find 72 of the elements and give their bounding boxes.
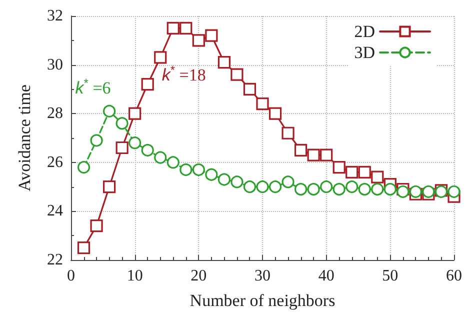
point [230, 176, 244, 188]
point [332, 182, 346, 196]
point [294, 144, 308, 156]
point [409, 185, 422, 198]
y-tick-label: 32 [47, 8, 63, 24]
point [346, 180, 358, 194]
point [448, 185, 460, 198]
x-tick-label: 50 [382, 268, 398, 284]
point [307, 182, 320, 196]
point [154, 51, 167, 64]
point [128, 136, 142, 150]
point [192, 163, 205, 176]
x-tick-label: 10 [126, 268, 143, 284]
point [396, 185, 410, 198]
y-tick-label: 28 [47, 105, 63, 122]
point [243, 82, 256, 96]
point [103, 104, 116, 118]
point [358, 166, 371, 178]
x-tick-label: 60 [446, 268, 462, 284]
point [116, 117, 128, 130]
point [141, 78, 154, 91]
y-tick-label: 30 [47, 56, 63, 74]
x-tick-label: 40 [318, 268, 334, 284]
point [218, 56, 230, 69]
point [371, 170, 384, 184]
x-axis-title: Number of neighbors [190, 291, 336, 310]
point [192, 34, 205, 47]
point [166, 22, 180, 34]
point [77, 160, 90, 174]
point [218, 173, 230, 186]
point [294, 182, 308, 196]
point [90, 220, 103, 232]
point [128, 107, 142, 120]
point [103, 180, 116, 194]
point [116, 141, 128, 154]
x-tick-label: 20 [190, 268, 207, 284]
point [346, 166, 358, 178]
y-tick-label: 24 [47, 202, 63, 220]
y-axis-title: Avoidance time [15, 84, 34, 192]
point [90, 134, 103, 147]
point [243, 180, 256, 194]
point [230, 68, 244, 81]
x-tick-label: 0 [67, 268, 75, 284]
point [358, 182, 371, 196]
point [320, 180, 333, 194]
annotation: k* =18 [162, 63, 206, 85]
point [154, 151, 167, 164]
point [180, 22, 192, 34]
point [282, 126, 294, 140]
point [180, 163, 192, 176]
point [166, 156, 180, 169]
annotation: k* =6 [75, 76, 111, 98]
point [282, 176, 294, 188]
point [205, 168, 218, 181]
point [422, 185, 435, 198]
legend-label: 2D [354, 22, 375, 41]
point [371, 182, 384, 196]
point [256, 98, 269, 110]
point [77, 242, 90, 254]
y-tick-label: 26 [47, 154, 63, 171]
point [307, 148, 320, 162]
point [384, 182, 396, 196]
point [320, 148, 333, 162]
point [268, 180, 282, 194]
point [141, 144, 154, 156]
point [205, 29, 218, 42]
legend-label: 3D [354, 43, 375, 62]
y-tick-label: 22 [47, 252, 63, 268]
point [268, 107, 282, 120]
point [332, 160, 346, 174]
point [256, 180, 269, 194]
x-tick-label: 30 [254, 268, 270, 284]
